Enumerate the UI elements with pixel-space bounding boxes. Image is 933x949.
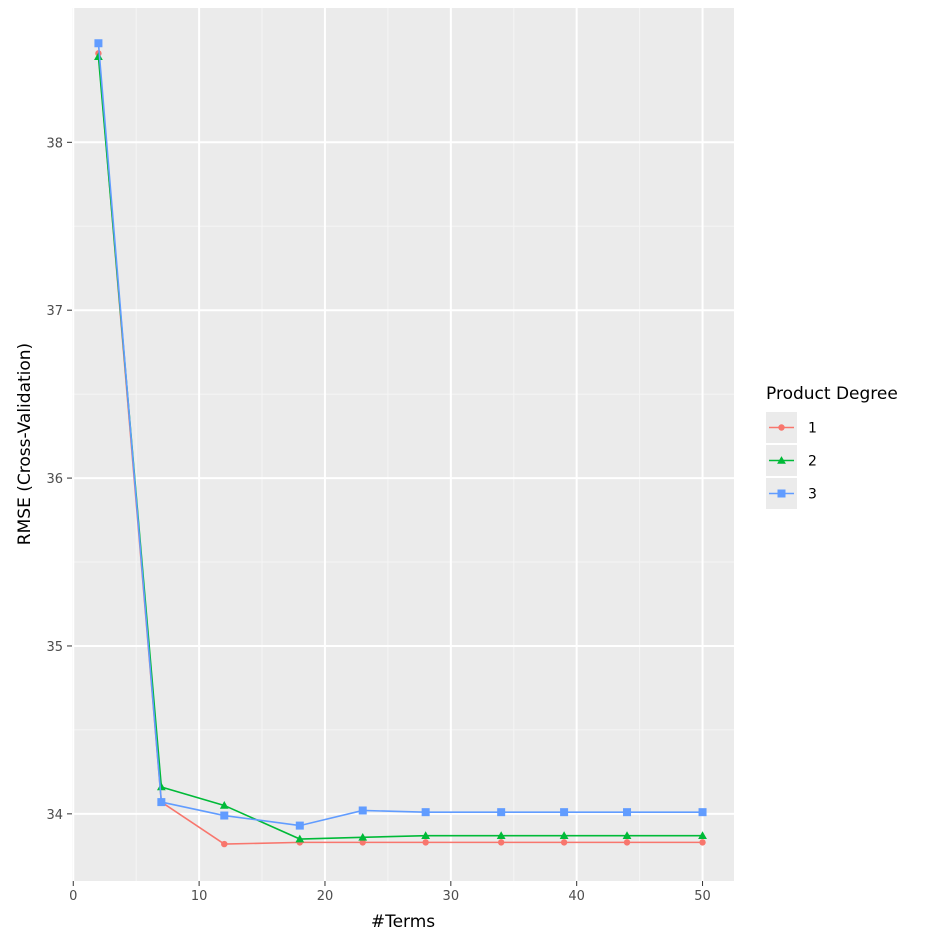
series-2-point-18 [295, 834, 305, 843]
series-3-line [97, 43, 703, 827]
legend-label-2: 2 [808, 454, 817, 470]
x-tick-label-40: 40 [568, 889, 585, 904]
series-3-point-12 [220, 811, 229, 820]
series-2-point-28 [421, 831, 431, 839]
x-axis-title: #Terms [371, 912, 435, 932]
series-1-point-39 [560, 839, 568, 846]
legend-item-3: 3 [766, 478, 817, 509]
series-2-point-44 [622, 831, 632, 839]
series-2-point-23 [358, 832, 368, 841]
legend-key-marker-2 [777, 456, 786, 464]
legend-title: Product Degree [766, 384, 898, 404]
series-3-point-2 [94, 39, 103, 48]
series-3-point-28 [421, 808, 430, 817]
series-3-point-7 [157, 798, 166, 807]
series-1-point-23 [359, 839, 366, 846]
plot-panel [72, 8, 734, 881]
series-3 [94, 39, 707, 830]
y-tick-label-34: 34 [46, 808, 63, 823]
x-axis: 0 10 20 30 40 50 [69, 881, 711, 904]
series-3-point-39 [560, 808, 569, 817]
legend-key-marker-3 [777, 489, 786, 498]
series-3-point-44 [623, 808, 632, 817]
legend-label-3: 3 [808, 487, 817, 503]
series-2-point-7 [156, 782, 166, 791]
y-axis: 34 35 36 37 38 [46, 136, 72, 823]
series-2-point-2 [94, 52, 103, 60]
y-tick-label-36: 36 [46, 472, 63, 487]
y-axis-title: RMSE (Cross-Validation) [15, 343, 35, 545]
legend: Product Degree 1 2 3 [766, 384, 898, 509]
series-3-point-34 [497, 808, 506, 817]
legend-item-1: 1 [766, 412, 817, 443]
series-2-point-34 [496, 831, 506, 839]
series-1-point-44 [623, 839, 631, 846]
y-tick-label-35: 35 [46, 640, 63, 655]
series-1-point-28 [422, 839, 429, 846]
y-tick-label-38: 38 [46, 136, 63, 151]
grid-major [72, 8, 734, 881]
series-1-point-12 [221, 840, 228, 848]
y-tick-label-37: 37 [46, 304, 63, 319]
grid-minor [72, 8, 734, 881]
series-2-point-39 [559, 831, 569, 839]
series-2-line [97, 56, 703, 840]
x-tick-label-0: 0 [69, 889, 77, 904]
series-2-point-50 [698, 831, 707, 839]
series-2-point-12 [219, 801, 229, 809]
x-tick-label-20: 20 [317, 889, 334, 904]
series-2 [94, 52, 707, 843]
series-1-point-50 [699, 839, 706, 846]
legend-label-1: 1 [808, 421, 817, 437]
series-1-line [97, 53, 703, 845]
legend-key-marker-1 [778, 424, 785, 431]
series-3-point-50 [698, 808, 707, 817]
x-tick-label-10: 10 [191, 889, 208, 904]
series-1-point-34 [497, 839, 505, 846]
legend-item-2: 2 [766, 445, 817, 476]
x-tick-label-50: 50 [694, 889, 711, 904]
series-3-point-23 [358, 806, 367, 815]
series-3-point-18 [295, 821, 304, 830]
series-layer [94, 39, 707, 848]
x-tick-label-30: 30 [443, 889, 460, 904]
